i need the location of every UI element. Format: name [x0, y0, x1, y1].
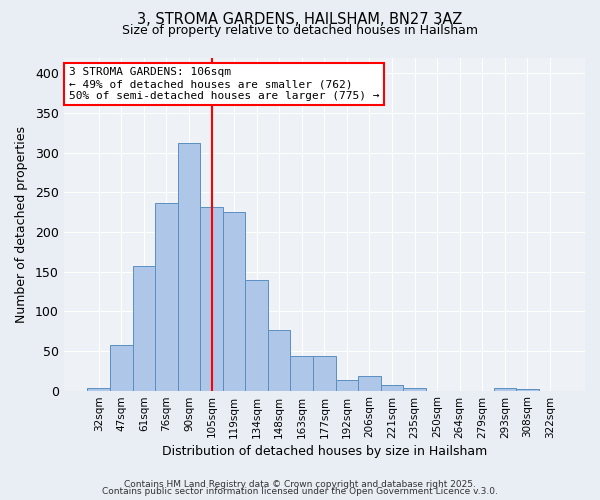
Bar	[290, 356, 313, 390]
Bar	[313, 356, 335, 390]
Bar	[381, 385, 403, 390]
Bar	[200, 208, 223, 390]
Bar	[155, 204, 178, 390]
Bar	[88, 388, 110, 390]
Text: 3 STROMA GARDENS: 106sqm
← 49% of detached houses are smaller (762)
50% of semi-: 3 STROMA GARDENS: 106sqm ← 49% of detach…	[69, 68, 379, 100]
Bar	[245, 280, 268, 390]
Bar	[223, 212, 245, 390]
Bar	[178, 143, 200, 390]
Bar	[268, 330, 290, 390]
Bar	[403, 388, 426, 390]
Text: 3, STROMA GARDENS, HAILSHAM, BN27 3AZ: 3, STROMA GARDENS, HAILSHAM, BN27 3AZ	[137, 12, 463, 28]
Y-axis label: Number of detached properties: Number of detached properties	[15, 126, 28, 322]
Bar	[110, 344, 133, 391]
X-axis label: Distribution of detached houses by size in Hailsham: Distribution of detached houses by size …	[162, 444, 487, 458]
Bar	[516, 389, 539, 390]
Bar	[133, 266, 155, 390]
Bar	[358, 376, 381, 390]
Text: Size of property relative to detached houses in Hailsham: Size of property relative to detached ho…	[122, 24, 478, 37]
Text: Contains HM Land Registry data © Crown copyright and database right 2025.: Contains HM Land Registry data © Crown c…	[124, 480, 476, 489]
Text: Contains public sector information licensed under the Open Government Licence v.: Contains public sector information licen…	[102, 488, 498, 496]
Bar	[494, 388, 516, 390]
Bar	[335, 380, 358, 390]
